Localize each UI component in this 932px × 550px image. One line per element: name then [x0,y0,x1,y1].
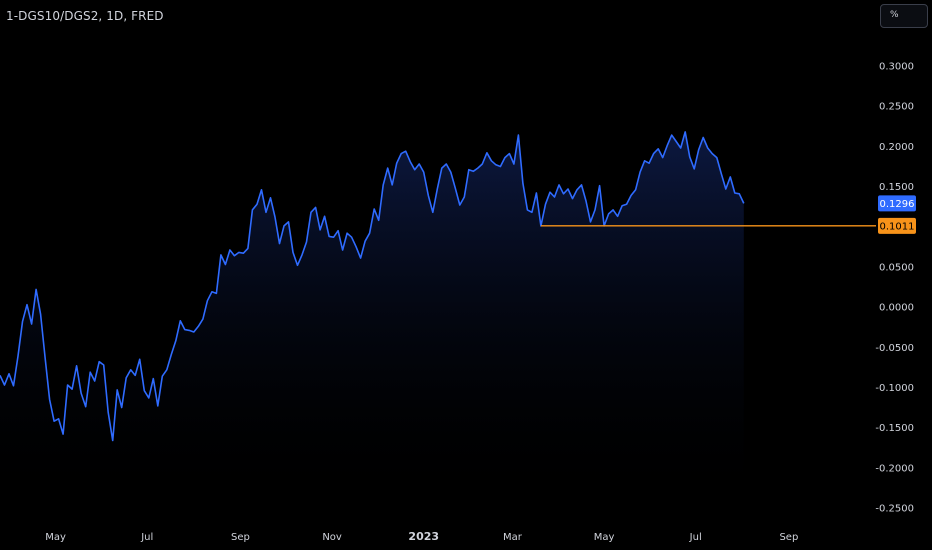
y-axis-tick-label: -0.1000 [875,383,914,394]
x-axis-tick-label: Sep [231,532,250,543]
x-axis-tick-label: May [45,532,66,543]
y-axis-tick-label: -0.0500 [875,343,914,354]
x-axis-tick-label: Mar [503,532,523,543]
y-axis-tick-label: -0.2500 [875,504,914,515]
reference-value-badge-bg [878,217,916,234]
last-value-badge: 0.1296 [878,195,916,212]
symbol-title: 1-DGS10/DGS2, 1D, FRED [6,9,164,23]
x-axis-tick-label: Sep [779,532,798,543]
y-axis-tick-label: 0.3000 [879,62,914,73]
last-value-badge-bg [878,195,916,212]
y-axis-tick-label: 0.2000 [879,142,914,153]
x-axis-tick-label: Nov [322,532,342,543]
last-value-badge-text: 0.1296 [880,199,915,210]
y-axis-tick-label: -0.2000 [875,463,914,474]
x-axis-tick-label: May [594,532,615,543]
y-axis-tick-label: 0.0500 [879,262,914,273]
y-axis-tick-label: 0.2500 [879,102,914,113]
reference-value-badge: 0.1011 [878,217,916,234]
series-area-fill [0,131,744,508]
series-line[interactable] [0,131,745,442]
y-axis-tick-label: 0.0000 [879,303,914,314]
percent-scale-button[interactable]: % [880,4,928,28]
reference-value-badge-text: 0.1011 [880,221,915,232]
y-axis-tick-label: -0.1500 [875,423,914,434]
x-axis-tick-label: 2023 [408,530,439,543]
x-axis-tick-label: Jul [140,532,153,543]
x-axis-tick-label: Jul [689,532,702,543]
y-axis-tick-label: 0.1500 [879,182,914,193]
